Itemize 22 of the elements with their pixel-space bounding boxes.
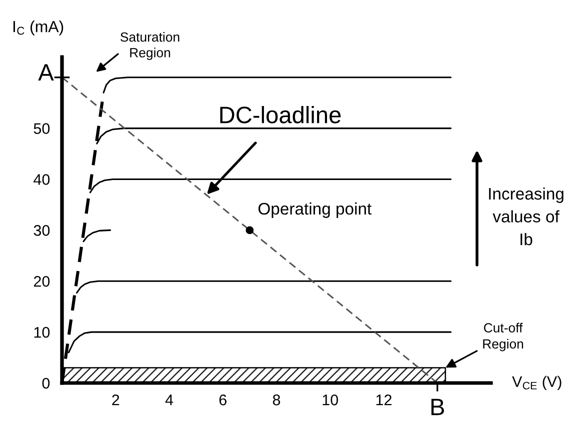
y-tick-label: 50 [34,123,50,134]
x-tick-label: 8 [272,394,280,406]
annotation: Saturation Region [120,32,180,60]
x-tick-label: 10 [322,394,338,406]
y-tick-label: 0 [42,378,50,389]
x-tick-label: 6 [219,394,226,406]
y-axis-title: I$_{C}$ (mA) [13,20,64,36]
x-tick-label: 2 [112,394,120,406]
x-tick-label: 12 [376,394,392,406]
annotation: Operating point [258,202,372,218]
annotation: Increasing values of Ib [489,187,564,246]
annotation: A [38,64,54,80]
annotation: DC-loadline [220,106,341,124]
annotation: B [431,398,444,416]
line-series [76,280,452,294]
x-tick-label: 4 [165,394,174,406]
y-tick-label: 20 [34,276,50,287]
y-tick-label: 30 [34,225,50,236]
y-tick-label: 10 [34,326,50,338]
annotation: Cut-off Region [483,322,524,352]
x-axis-title: V$_{CE}$ (V) [512,376,562,390]
y-tick-label: 40 [34,174,50,185]
